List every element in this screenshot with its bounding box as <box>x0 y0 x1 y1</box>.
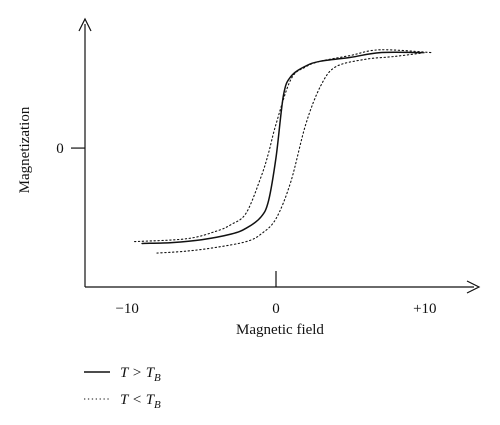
legend: T > TBT < TB <box>84 365 161 411</box>
y-axis-arrow <box>78 17 92 32</box>
x-tick-label: +10 <box>413 301 436 317</box>
series-line-above-blocking <box>141 51 423 245</box>
legend-label: T < TB <box>120 392 161 411</box>
axes <box>78 17 481 294</box>
legend-label-subscript: B <box>154 372 161 384</box>
x-axis-arrow <box>466 280 481 294</box>
series-line-below-blocking-branch-2 <box>156 52 426 254</box>
y-axis-label: Magnetization <box>17 106 33 193</box>
series-line-below-blocking-branch-1 <box>134 49 433 243</box>
legend-label-subscript: B <box>154 399 161 411</box>
legend-label-main: T > T <box>120 365 156 381</box>
x-tick-label: 0 <box>272 301 280 317</box>
y-tick-label: 0 <box>56 141 64 157</box>
x-axis-label: Magnetic field <box>236 322 324 338</box>
legend-label-main: T < T <box>120 392 156 408</box>
legend-label: T > TB <box>120 365 161 384</box>
x-tick-label: −10 <box>115 301 138 317</box>
